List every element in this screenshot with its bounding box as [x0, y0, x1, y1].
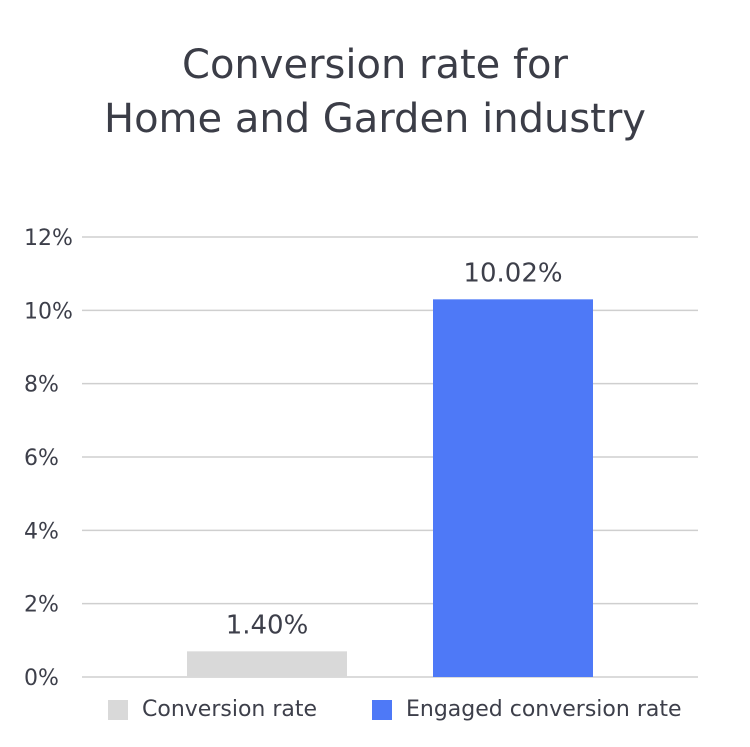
bars — [187, 299, 593, 677]
data-label: 1.40% — [226, 610, 309, 640]
legend: Conversion rate Engaged conversion rate — [0, 697, 750, 727]
legend-label-conversion-rate: Conversion rate — [142, 697, 318, 722]
bar-conversion-rate — [187, 651, 347, 677]
legend-item-engaged-conversion-rate: Engaged conversion rate — [372, 697, 682, 722]
y-axis-tick-labels: 0% 2% 4% 6% 8% 10% 12% — [24, 226, 73, 691]
legend-label-engaged-conversion-rate: Engaged conversion rate — [406, 697, 682, 722]
y-tick-label: 6% — [24, 446, 59, 471]
legend-swatch-engaged-conversion-rate — [372, 699, 392, 720]
y-tick-label: 12% — [24, 226, 73, 251]
data-labels: 1.40% 10.02% — [226, 258, 563, 640]
legend-item-conversion-rate: Conversion rate — [108, 697, 317, 722]
y-tick-label: 10% — [24, 299, 73, 324]
y-tick-label: 8% — [24, 373, 59, 398]
bar-engaged-conversion-rate — [433, 299, 593, 677]
y-tick-label: 4% — [24, 519, 59, 544]
y-tick-label: 0% — [24, 666, 59, 691]
y-tick-label: 2% — [24, 593, 59, 618]
chart-title: Conversion rate for Home and Garden indu… — [0, 38, 750, 146]
gridlines — [82, 236, 698, 678]
chart-title-line-2: Home and Garden industry — [104, 96, 646, 142]
data-label: 10.02% — [463, 258, 562, 288]
chart-title-line-1: Conversion rate for — [182, 42, 568, 88]
legend-swatch-conversion-rate — [108, 699, 128, 720]
